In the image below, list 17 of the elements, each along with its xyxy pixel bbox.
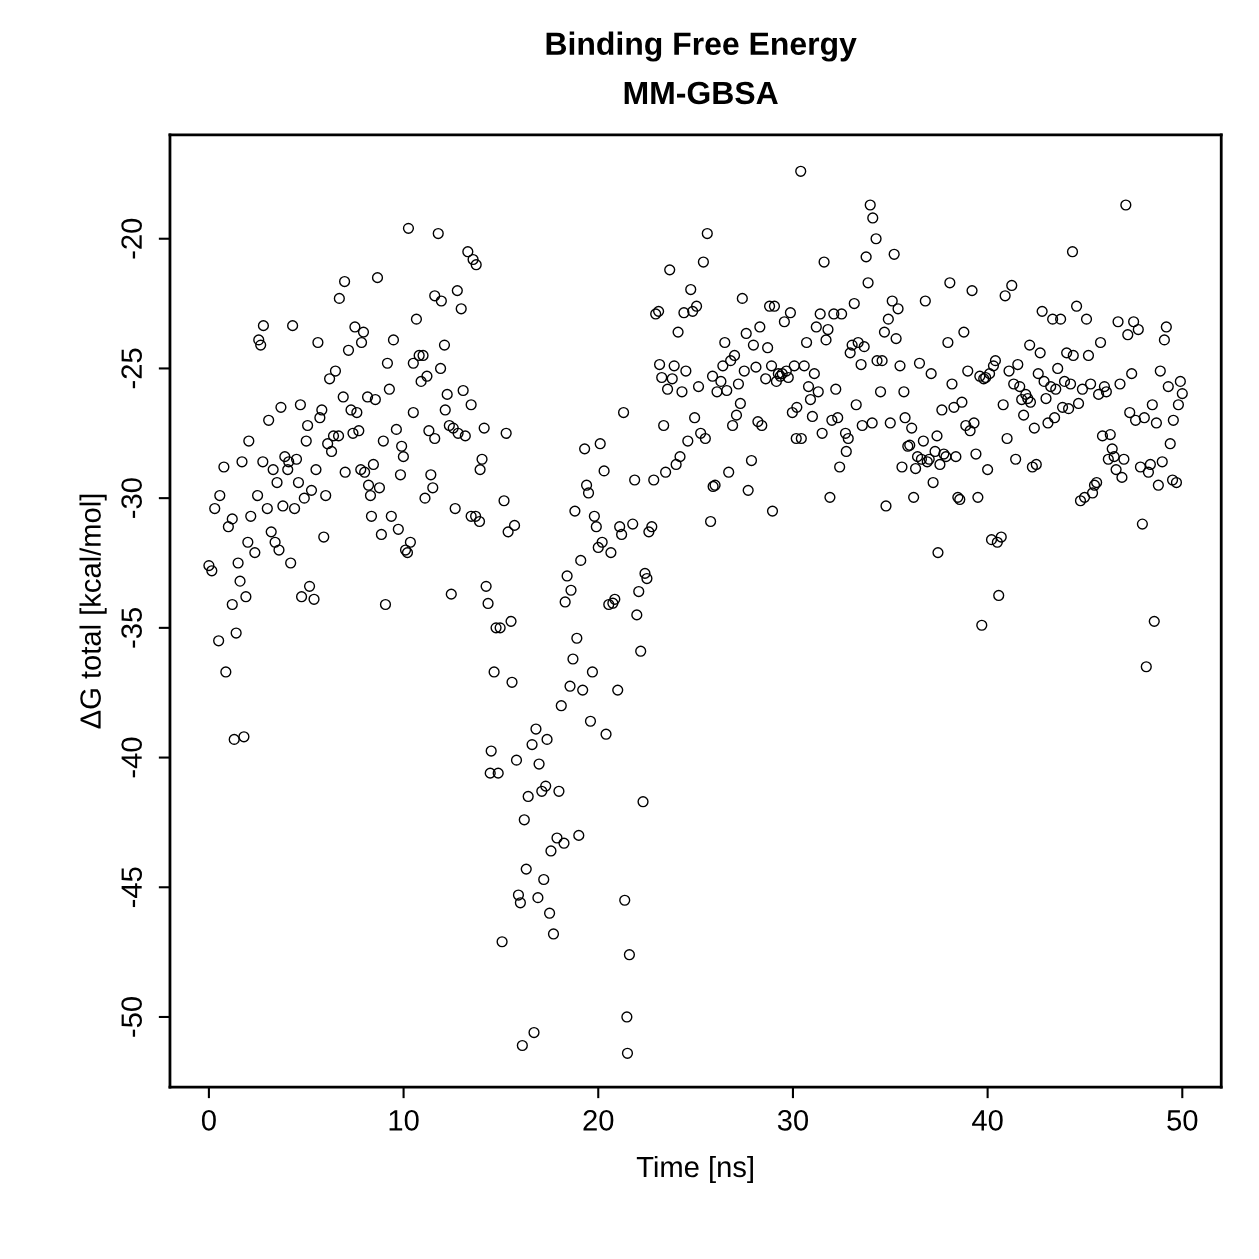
x-axis-title: Time [ns] <box>636 1155 753 1184</box>
chart-subtitle: MM-GBSA <box>624 81 778 105</box>
x-tick-label: 20 <box>583 1110 614 1131</box>
x-tick-label: 50 <box>1167 1110 1198 1131</box>
y-tick-label: -20 <box>121 218 142 259</box>
y-tick-label: -50 <box>121 997 142 1037</box>
y-tick-label: -45 <box>121 867 142 908</box>
y-tick-label: -35 <box>121 608 142 648</box>
x-tick-label: 10 <box>389 1110 419 1131</box>
y-axis-title: ΔG total [kcal/mol] <box>79 494 107 729</box>
chart-title: Binding Free Energy <box>546 31 857 62</box>
x-tick-label: 30 <box>777 1110 809 1131</box>
x-tick-label: 0 <box>201 1110 216 1131</box>
y-tick-label: -40 <box>121 737 142 778</box>
y-tick-label: -30 <box>121 478 142 518</box>
y-tick-label: -25 <box>121 348 142 389</box>
x-tick-label: 40 <box>972 1110 1003 1131</box>
